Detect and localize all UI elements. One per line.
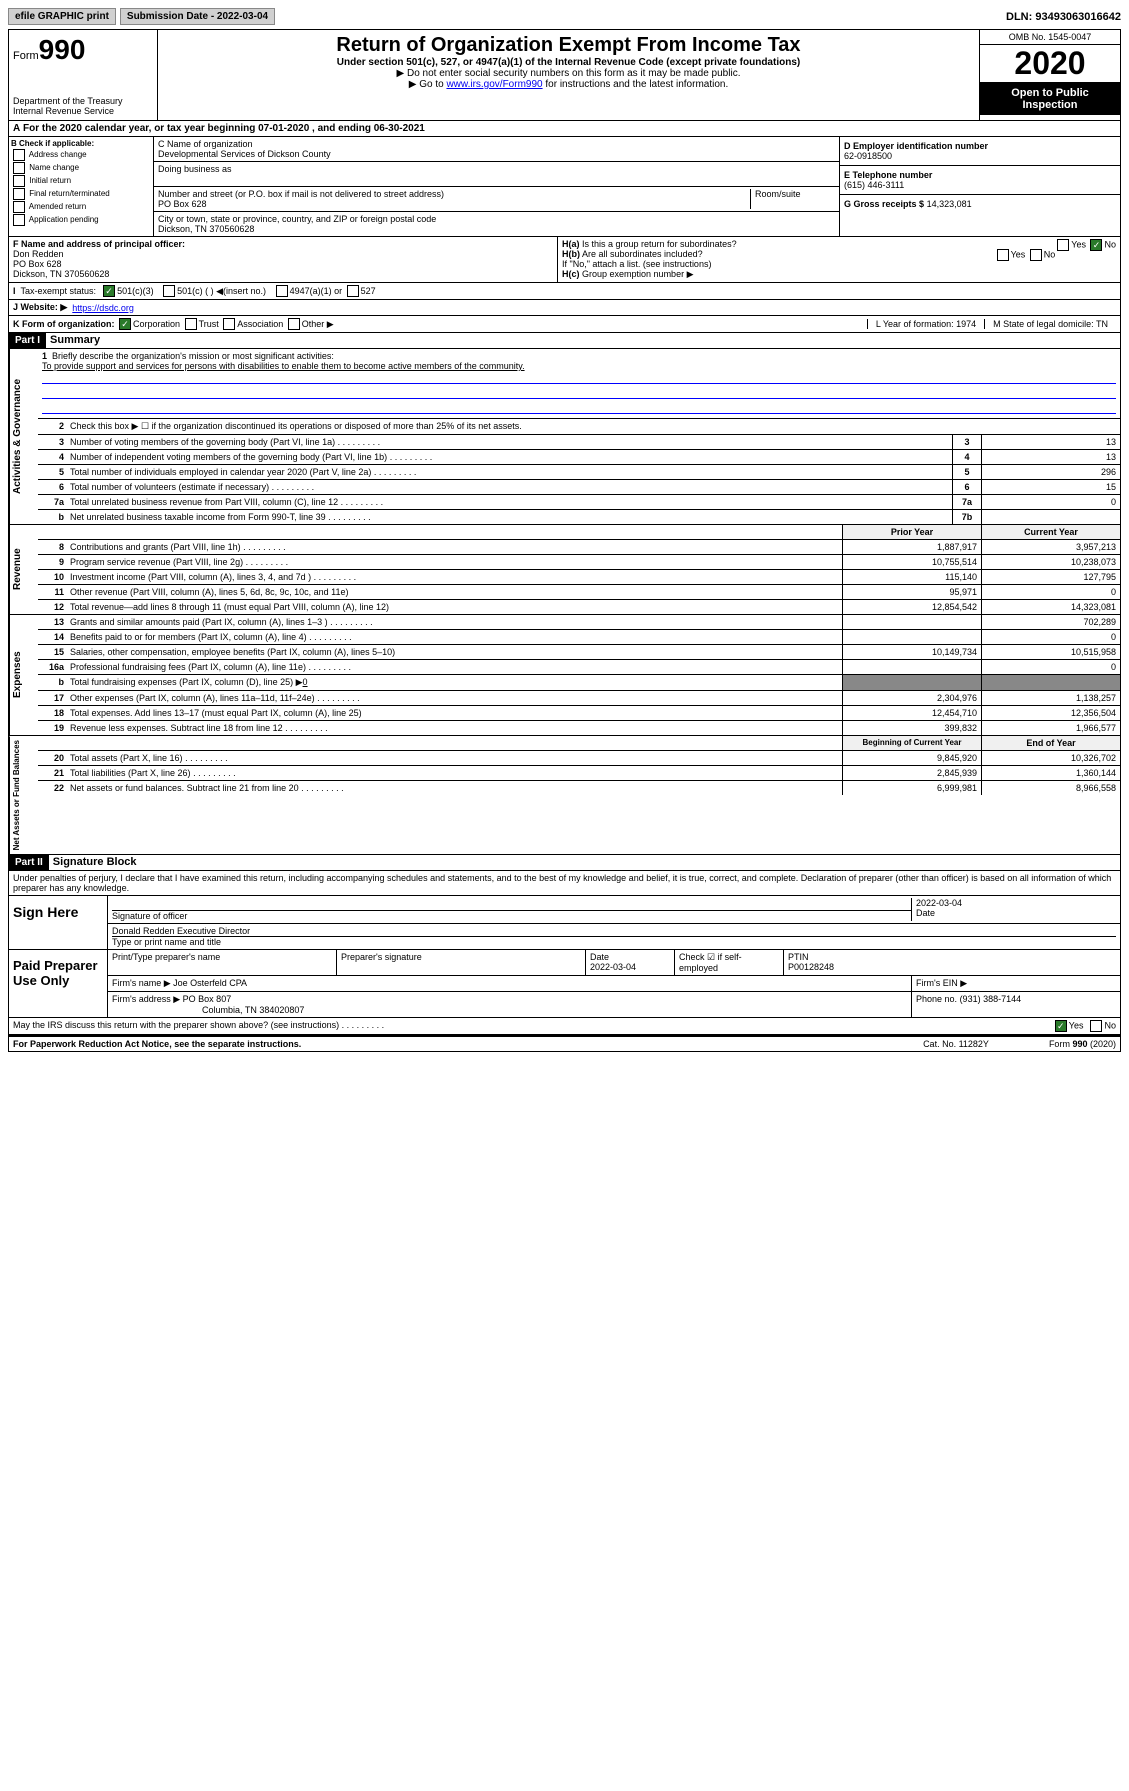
subtitle2: ▶ Do not enter social security numbers o… <box>162 68 975 79</box>
omb: OMB No. 1545-0047 <box>980 30 1120 45</box>
inspection-label: Open to Public Inspection <box>980 83 1120 115</box>
sign-here-section: Sign Here Signature of officer2022-03-04… <box>8 896 1121 950</box>
header-left: Form990 Department of the Treasury Inter… <box>9 30 158 120</box>
efile-btn[interactable]: efile GRAPHIC print <box>8 8 116 25</box>
main-grid: B Check if applicable: Address change Na… <box>8 137 1121 237</box>
row-klm: K Form of organization: ✓ Corporation Tr… <box>8 316 1121 333</box>
governance-section: Activities & Governance 1 Briefly descri… <box>8 349 1121 525</box>
paid-preparer-section: Paid Preparer Use Only Print/Type prepar… <box>8 950 1121 1018</box>
row-j: J Website: ▶ https://dsdc.org <box>8 300 1121 316</box>
row-i: I Tax-exempt status: ✓ 501(c)(3) 501(c) … <box>8 283 1121 300</box>
tax-year: 2020 <box>980 45 1120 83</box>
row-fh: F Name and address of principal officer:… <box>8 237 1121 283</box>
box-h: H(a) Is this a group return for subordin… <box>558 237 1120 282</box>
box-c: C Name of organizationDevelopmental Serv… <box>154 137 839 236</box>
dln: DLN: 93493063016642 <box>1006 11 1121 23</box>
box-deg: D Employer identification number62-09185… <box>839 137 1120 236</box>
header-center: Return of Organization Exempt From Incom… <box>158 30 979 120</box>
discuss-row: May the IRS discuss this return with the… <box>8 1018 1121 1035</box>
expenses-section: Expenses 13Grants and similar amounts pa… <box>8 615 1121 736</box>
form-title: Return of Organization Exempt From Incom… <box>162 34 975 57</box>
dept-label: Department of the Treasury Internal Reve… <box>13 96 153 116</box>
submission-btn[interactable]: Submission Date - 2022-03-04 <box>120 8 275 25</box>
revenue-section: Revenue Prior YearCurrent Year 8Contribu… <box>8 525 1121 615</box>
form-header: Form990 Department of the Treasury Inter… <box>8 29 1121 121</box>
box-f: F Name and address of principal officer:… <box>9 237 558 282</box>
perjury-text: Under penalties of perjury, I declare th… <box>8 871 1121 896</box>
header-right: OMB No. 1545-0047 2020 Open to Public In… <box>979 30 1120 120</box>
subtitle1: Under section 501(c), 527, or 4947(a)(1)… <box>162 57 975 68</box>
row-a: A For the 2020 calendar year, or tax yea… <box>8 121 1121 137</box>
netassets-section: Net Assets or Fund Balances Beginning of… <box>8 736 1121 855</box>
part-ii-header: Part IISignature Block <box>8 855 1121 871</box>
subtitle3: ▶ Go to www.irs.gov/Form990 for instruct… <box>162 79 975 90</box>
website-link[interactable]: https://dsdc.org <box>72 303 134 313</box>
irs-link[interactable]: www.irs.gov/Form990 <box>446 79 542 90</box>
top-bar: efile GRAPHIC print Submission Date - 20… <box>8 8 1121 25</box>
part-i-header: Part ISummary <box>8 333 1121 349</box>
box-b: B Check if applicable: Address change Na… <box>9 137 154 236</box>
footer: For Paperwork Reduction Act Notice, see … <box>8 1035 1121 1052</box>
